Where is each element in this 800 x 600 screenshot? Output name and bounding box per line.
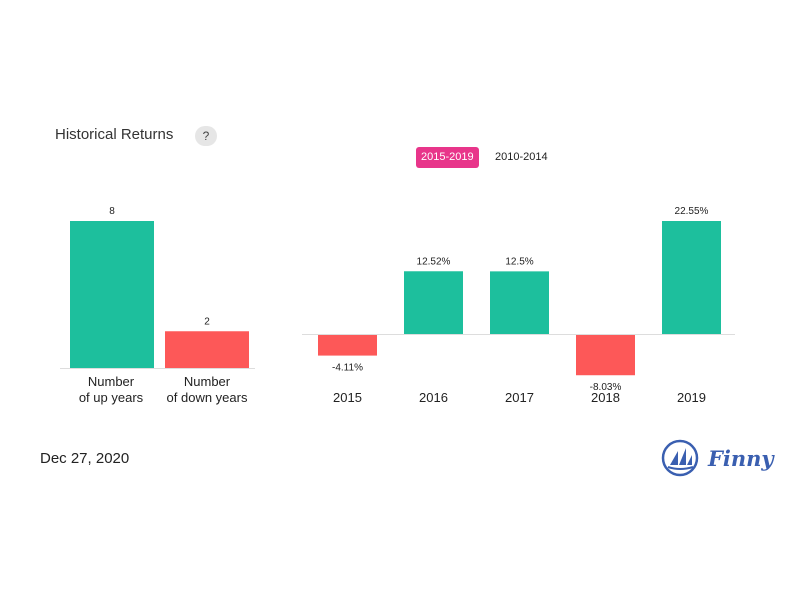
return-value-label: -4.11% <box>332 363 363 374</box>
annual-returns-chart: -4.11% 2015 12.52% 2016 12.5% 2017 -8.03%2018 2… <box>302 206 735 405</box>
return-value-label: 22.55% <box>675 206 709 217</box>
year-label: 2017 <box>505 390 534 405</box>
category-label: of down years <box>167 390 248 405</box>
bar-value-label: 2 <box>204 316 210 327</box>
tab-2010-2014[interactable]: 2010-2014 <box>495 151 548 163</box>
bar-value-label: 8 <box>109 206 115 217</box>
return-bar-2017 <box>490 271 549 334</box>
category-label: Number <box>88 374 135 389</box>
brand-name: Finny <box>708 446 774 471</box>
up-years-bar <box>70 221 154 368</box>
help-button[interactable]: ? <box>195 126 217 146</box>
return-bar-2018 <box>576 335 635 376</box>
return-value-label: 12.52% <box>417 256 451 267</box>
page-title: Historical Returns <box>55 126 174 143</box>
category-label: of up years <box>79 390 144 405</box>
year-label: 2016 <box>419 390 448 405</box>
down-years-bar <box>165 331 249 368</box>
return-value-label: 12.5% <box>505 256 533 267</box>
sailboat-logo-icon <box>661 439 699 477</box>
return-bar-2016 <box>404 271 463 334</box>
category-label: Number <box>184 374 231 389</box>
year-label: 2019 <box>677 390 706 405</box>
year-label: 2015 <box>333 390 362 405</box>
return-value-label: -8.03% <box>590 382 622 393</box>
as-of-date: Dec 27, 2020 <box>40 450 130 467</box>
tab-2015-2019[interactable]: 2015-2019 <box>416 147 479 168</box>
return-bar-2015 <box>318 335 377 356</box>
year-label: 2018 <box>591 390 620 405</box>
finny-logo: Finny <box>660 438 774 480</box>
return-bar-2019 <box>662 221 721 334</box>
